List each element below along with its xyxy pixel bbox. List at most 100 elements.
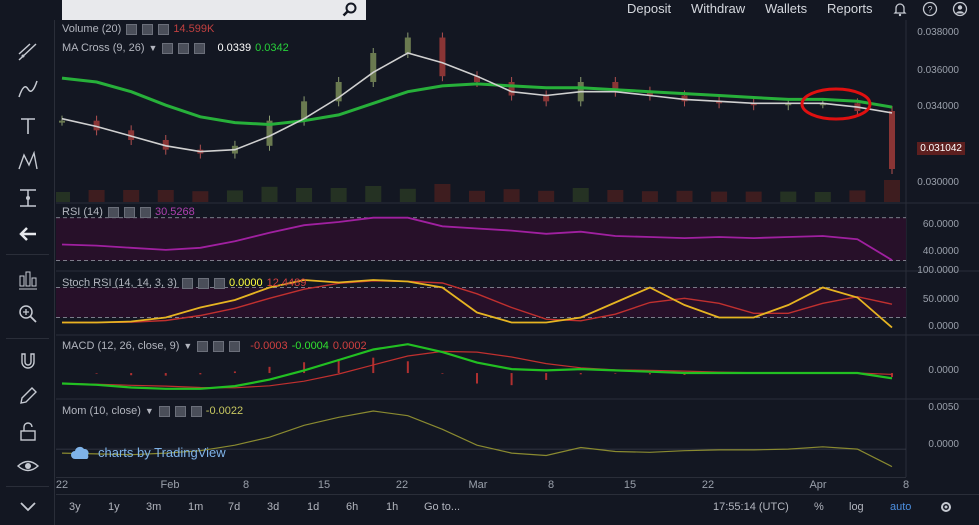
legend-mom-value: -0.0022: [205, 405, 244, 417]
log-toggle[interactable]: log: [849, 501, 864, 513]
nav-deposit[interactable]: Deposit: [627, 1, 672, 16]
close-icon[interactable]: [213, 277, 225, 289]
stoch-band: [56, 287, 906, 318]
rsi-band: [56, 217, 906, 261]
close-icon[interactable]: [158, 23, 170, 35]
timeframe-1h[interactable]: 1h: [386, 501, 399, 513]
eye-toggle-icon[interactable]: [107, 206, 119, 218]
collapse-icon[interactable]: [14, 492, 42, 520]
volume-bar: [503, 189, 520, 202]
settings-icon[interactable]: [123, 206, 135, 218]
svg-text:?: ?: [927, 5, 932, 15]
legend-volume-label: Volume (20): [62, 23, 122, 35]
bell-icon[interactable]: [892, 1, 908, 17]
nav-withdraw[interactable]: Withdraw: [691, 1, 746, 16]
back-arrow-icon[interactable]: [14, 220, 42, 248]
eye-icon[interactable]: [14, 452, 42, 480]
x-tick: 8: [547, 479, 555, 491]
timeframe-7d[interactable]: 7d: [228, 501, 241, 513]
legend-volume-value: 14.599K: [173, 23, 215, 35]
legend-rsi-value: 30.5268: [154, 206, 195, 218]
volume-bar: [641, 191, 658, 202]
nav-wallets[interactable]: Wallets: [765, 1, 808, 16]
watermark-text: charts by TradingView: [98, 445, 226, 460]
legend-stoch-k-value: 0.0000: [228, 277, 263, 289]
close-icon[interactable]: [229, 340, 241, 352]
legend-volume: Volume (20) 14.599K: [62, 23, 214, 35]
legend-macd-value-signal: 0.0002: [332, 340, 367, 352]
volume-bar: [192, 191, 209, 202]
eye-toggle-icon[interactable]: [181, 277, 193, 289]
crosshair-lines-icon[interactable]: [14, 38, 42, 66]
close-icon[interactable]: [139, 206, 151, 218]
stoch-d-line: [62, 280, 893, 324]
zoom-icon[interactable]: [14, 300, 42, 328]
timeframe-1m[interactable]: 1m: [188, 501, 204, 513]
percent-toggle[interactable]: %: [814, 501, 824, 513]
candle-body: [474, 76, 480, 82]
chart-area[interactable]: Volume (20) 14.599K MA Cross (9, 26) ▼ 0…: [56, 20, 979, 495]
gear-icon[interactable]: [939, 500, 953, 514]
utc-clock: 17:55:14 (UTC): [713, 501, 789, 513]
ma-slow-line: [61, 76, 893, 127]
legend-ma-value-slow: 0.0342: [255, 42, 289, 54]
auto-toggle[interactable]: auto: [890, 501, 912, 513]
current-price-tag: 0.031042: [917, 142, 965, 155]
close-icon[interactable]: [190, 405, 202, 417]
volume-bar: [434, 184, 451, 202]
eye-toggle-icon[interactable]: [162, 42, 174, 54]
timeframe-3d[interactable]: 3d: [267, 501, 280, 513]
close-icon[interactable]: [194, 42, 206, 54]
settings-icon[interactable]: [197, 277, 209, 289]
timeframe-3y[interactable]: 3y: [69, 501, 81, 513]
search-input[interactable]: [62, 0, 366, 20]
magnet-icon[interactable]: [14, 348, 42, 376]
candle-body: [785, 103, 792, 106]
pencil-lock-icon[interactable]: [14, 382, 42, 410]
eye-toggle-icon[interactable]: [158, 405, 170, 417]
help-icon[interactable]: ?: [922, 1, 938, 17]
settings-icon[interactable]: [213, 340, 225, 352]
timeframe-6h[interactable]: 6h: [346, 501, 359, 513]
settings-icon[interactable]: [142, 23, 154, 35]
tradingview-watermark[interactable]: charts by TradingView: [70, 445, 226, 460]
rsi-tick: 60.0000: [922, 219, 959, 230]
volume-bar: [676, 190, 693, 202]
x-tick: 15: [623, 479, 637, 491]
volume-bar: [469, 190, 485, 202]
volume-bar: [330, 188, 347, 202]
lock-icon[interactable]: [14, 418, 42, 446]
candles-icon[interactable]: [14, 266, 42, 294]
timeframe-3m[interactable]: 3m: [146, 501, 162, 513]
x-tick: 22: [395, 479, 409, 491]
candle-body: [301, 101, 308, 121]
text-icon[interactable]: [14, 112, 42, 140]
trend-line-icon[interactable]: [14, 75, 42, 103]
settings-icon[interactable]: [174, 405, 186, 417]
timeframe-1y[interactable]: 1y: [108, 501, 120, 513]
chevron-down-icon[interactable]: ▼: [144, 406, 154, 416]
timeframe-1d[interactable]: 1d: [307, 501, 320, 513]
measure-icon[interactable]: [14, 184, 42, 212]
candle-body: [162, 140, 169, 150]
chevron-down-icon[interactable]: ▼: [148, 43, 158, 53]
pattern-icon[interactable]: [14, 147, 42, 175]
candle-body: [646, 91, 653, 96]
candle-body: [612, 82, 619, 92]
legend-stoch-d-value: 12.4489: [266, 277, 307, 289]
user-icon[interactable]: [952, 1, 968, 17]
candle-body: [819, 103, 826, 106]
candle-body: [750, 103, 757, 106]
chart-svg[interactable]: [56, 20, 979, 495]
highlight-ellipse: [800, 87, 872, 121]
candle-body: [681, 95, 688, 102]
eye-toggle-icon[interactable]: [126, 23, 138, 35]
goto-button[interactable]: Go to...: [424, 501, 461, 513]
chevron-down-icon[interactable]: ▼: [183, 341, 193, 351]
volume-bar: [157, 190, 174, 202]
x-tick: Mar: [468, 479, 488, 491]
settings-icon[interactable]: [178, 42, 190, 54]
search-icon[interactable]: [342, 2, 358, 18]
eye-toggle-icon[interactable]: [197, 340, 209, 352]
nav-reports[interactable]: Reports: [827, 1, 873, 16]
